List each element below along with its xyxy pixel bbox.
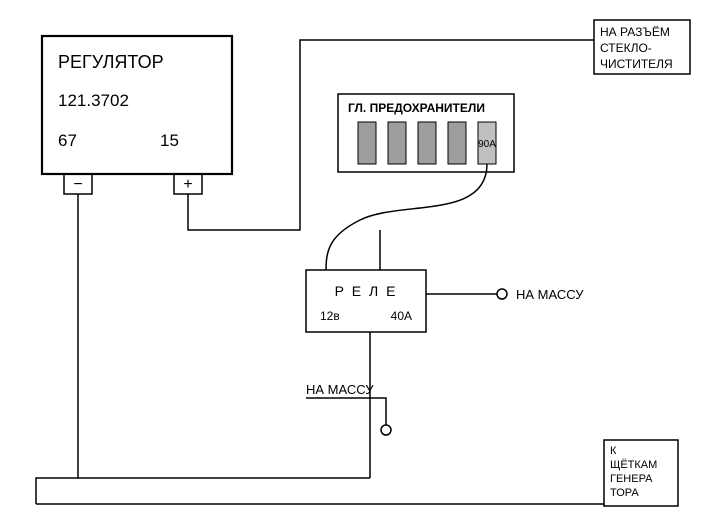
fuse-slot	[388, 122, 406, 164]
regulator-pin-15: 15	[160, 131, 179, 150]
generator-line3: ГЕНЕРА	[610, 473, 653, 485]
regulator-plus-label: +	[183, 176, 192, 193]
fuse-rating: 90А	[478, 139, 496, 150]
wiper-line1: НА РАЗЪЁМ	[600, 25, 670, 39]
regulator-pin-67: 67	[58, 131, 77, 150]
relay-voltage: 12в	[320, 309, 340, 323]
relay-title: Р Е Л Е	[335, 283, 398, 299]
wire-ground2_stub	[306, 398, 386, 425]
ground-terminal-1	[497, 289, 507, 299]
generator-line2: ЩЁТКАМ	[610, 459, 657, 471]
regulator-minus-label: −	[73, 176, 82, 193]
ground-label-2: НА МАССУ	[306, 382, 374, 397]
wire-minus_branch_to_bottom	[36, 478, 78, 504]
generator-line1: К	[610, 445, 617, 457]
wire-minus_down_across	[78, 194, 370, 478]
regulator-model: 121.3702	[58, 91, 129, 110]
ground-label-1: НА МАССУ	[516, 287, 584, 302]
ground-terminal-2	[381, 425, 391, 435]
wire-fuse_to_relay	[326, 164, 487, 270]
wiper-line2: СТЕКЛО-	[600, 41, 652, 55]
fuse-slot	[358, 122, 376, 164]
fuse-slot	[448, 122, 466, 164]
fuse-slot	[418, 122, 436, 164]
wiper-line3: ЧИСТИТЕЛЯ	[600, 57, 673, 71]
generator-line4: ТОРА	[610, 487, 639, 499]
regulator-title: РЕГУЛЯТОР	[58, 52, 164, 72]
relay-current: 40А	[391, 309, 412, 323]
fuse-block-title: ГЛ. ПРЕДОХРАНИТЕЛИ	[348, 101, 485, 115]
